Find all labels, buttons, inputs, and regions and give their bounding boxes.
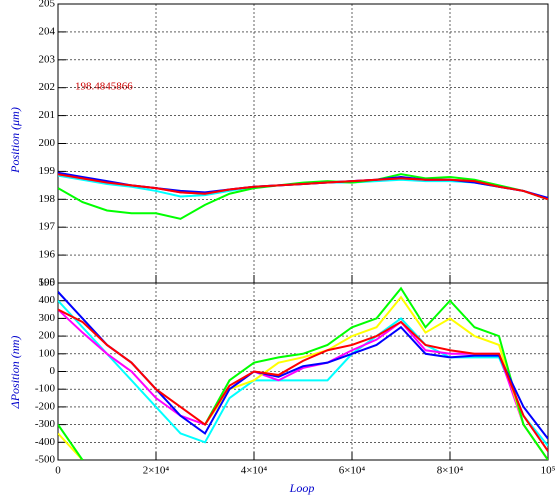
y-tick-label: 200 [39, 137, 56, 149]
x-tick-label: 0 [55, 465, 61, 477]
y-tick-label: 202 [39, 81, 56, 93]
y-tick-label: 203 [39, 53, 56, 65]
y-tick-label: -200 [35, 400, 56, 412]
y-tick-label: 204 [39, 25, 56, 37]
y-tick-label: 500 [39, 277, 56, 289]
y-tick-label: 197 [39, 221, 56, 233]
series-line [58, 291, 548, 440]
y-tick-label: -100 [35, 383, 56, 395]
x-tick-label: 8×10⁴ [437, 465, 464, 477]
y-tick-label: 196 [39, 249, 56, 261]
y-tick-label: 300 [39, 312, 56, 324]
x-tick-label: 6×10⁴ [339, 465, 366, 477]
x-axis-title: Loop [289, 481, 315, 495]
y-tick-label: 0 [50, 365, 56, 377]
y-axis-title: Position (μm) [8, 107, 22, 174]
series-line [58, 173, 548, 220]
y-tick-label: 198 [39, 193, 56, 205]
y-tick-label: 200 [39, 330, 56, 342]
y-tick-label: -300 [35, 418, 56, 430]
x-tick-label: 2×10⁴ [143, 465, 170, 477]
series-line [58, 308, 548, 460]
y-tick-label: 201 [39, 109, 56, 121]
y-tick-label: 195 [39, 277, 56, 289]
annotation: 198.4845866 [75, 81, 133, 93]
y-tick-label: -400 [35, 436, 56, 448]
y-tick-label: 100 [39, 347, 56, 359]
y-tick-label: 199 [39, 165, 56, 177]
series-line [58, 308, 548, 452]
y-tick-label: -500 [35, 454, 56, 466]
series-line [58, 286, 548, 460]
y-axis-title: ΔPosition (nm) [8, 336, 22, 410]
series-line [58, 295, 548, 460]
series-line [58, 173, 548, 201]
x-tick-label: 10⁵ [541, 465, 556, 477]
x-tick-label: 4×10⁴ [241, 465, 268, 477]
y-tick-label: 205 [39, 0, 56, 10]
series-line [58, 300, 548, 447]
y-tick-label: 400 [39, 294, 56, 306]
